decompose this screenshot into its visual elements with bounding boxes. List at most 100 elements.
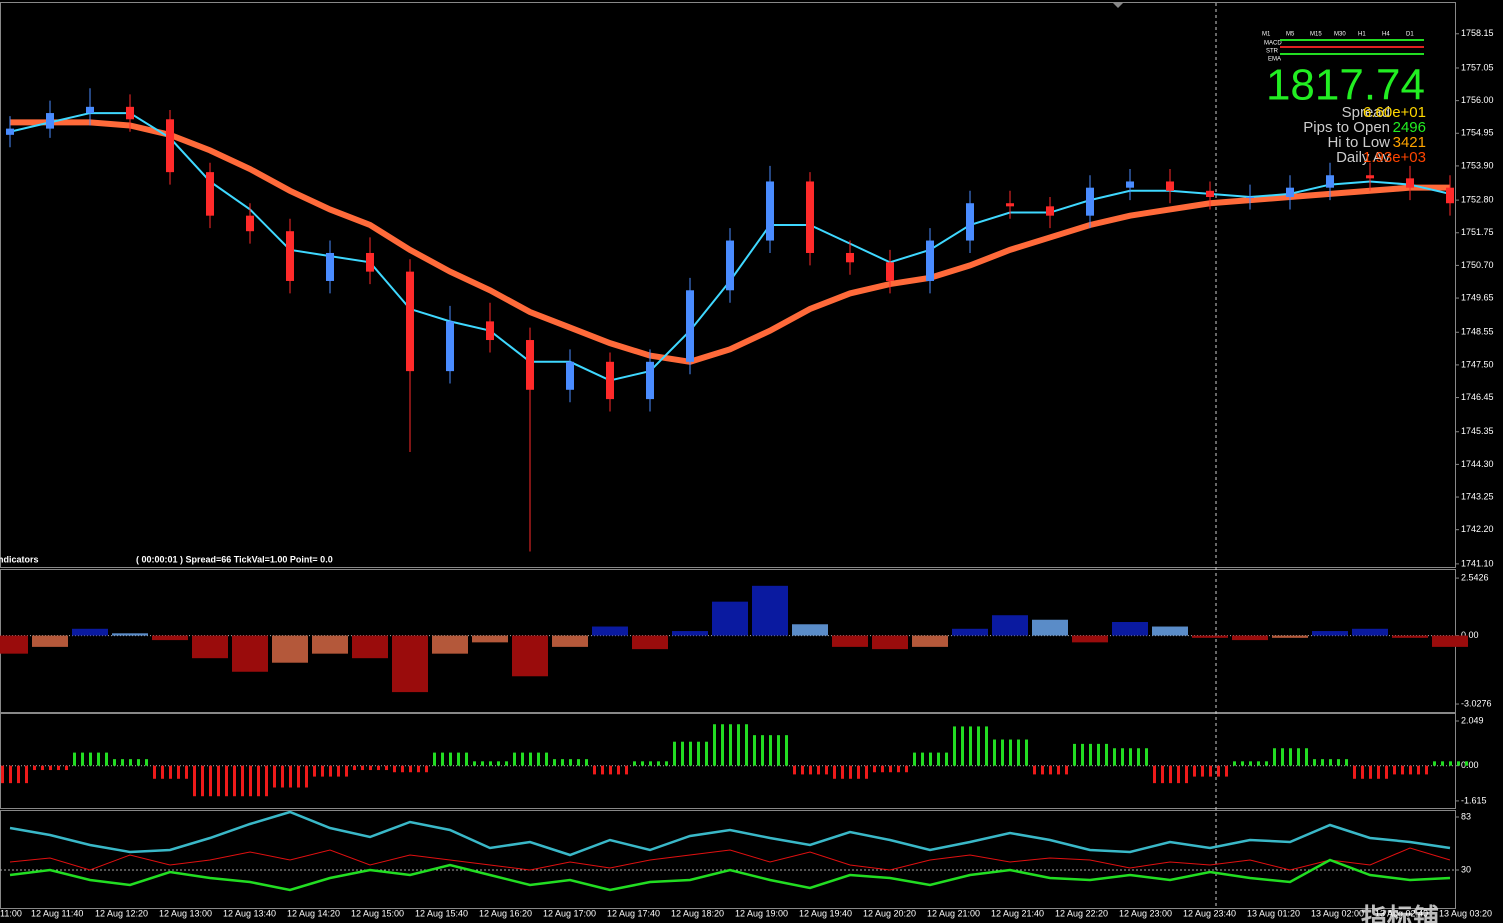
histogram-bar [792, 624, 828, 636]
oscillator-bar [193, 765, 196, 797]
histogram-bar [712, 601, 748, 636]
x-tick-label: 12 Aug 13:40 [223, 908, 276, 918]
oscillator-bar [561, 759, 564, 766]
oscillator-bar [1161, 765, 1164, 784]
oscillator-bar [169, 765, 172, 779]
x-tick-label: 12 Aug 13:00 [159, 908, 212, 918]
y-tick-label: 1758.15 [1461, 28, 1494, 38]
y-tick-label: 1752.80 [1461, 194, 1494, 204]
y-tick-label: 0.00 [1461, 760, 1479, 770]
oscillator-bar [385, 765, 388, 771]
histogram-bar [1432, 635, 1468, 647]
histogram-bar [1232, 635, 1268, 641]
oscillator-bar [601, 765, 604, 775]
histogram-bar [112, 633, 148, 636]
oscillator-bar [473, 761, 476, 766]
oscillator-bar [1321, 759, 1324, 766]
oscillator-bar [25, 765, 28, 784]
oscillator-bar [913, 752, 916, 766]
oscillator-bar [841, 765, 844, 779]
oscillator-bar [1449, 761, 1452, 766]
x-tick-label: 12 Aug 20:20 [863, 908, 916, 918]
oscillator-bar [305, 765, 308, 788]
oscillator-bar [1289, 748, 1292, 766]
candle-body [286, 231, 294, 281]
oscillator-bar [1105, 743, 1108, 766]
histogram-bar [312, 635, 348, 654]
y-tick-label: 1751.75 [1461, 227, 1494, 237]
oscillator-bar [241, 765, 244, 797]
oscillator-bar [1425, 765, 1428, 775]
oscillator-bar [833, 765, 836, 779]
oscillator-bar [1457, 761, 1460, 766]
status-text: ( 00:00:01 ) Spread=66 TickVal=1.00 Poin… [136, 554, 333, 564]
histogram-bar [512, 635, 548, 677]
info-value: 6.60e+01 [1363, 104, 1426, 121]
oscillator-bar [73, 752, 76, 766]
histogram-bar [1152, 626, 1188, 636]
oscillator-bar [1369, 765, 1372, 779]
oscillator-bar [1209, 765, 1212, 777]
oscillator-bar [609, 765, 612, 775]
histogram-bar [192, 635, 228, 659]
oscillator-bar [1401, 765, 1404, 775]
oscillator-bar [1409, 765, 1412, 775]
oscillator-bar [1305, 748, 1308, 766]
oscillator-bar [441, 752, 444, 766]
histogram-bar [592, 626, 628, 636]
x-tick-label: 11:00 [0, 908, 22, 918]
oscillator-bar [89, 752, 92, 766]
oscillator-bar [873, 765, 876, 773]
oscillator-bar [1177, 765, 1180, 784]
oscillator-bar [249, 765, 252, 797]
oscillator-bar [1049, 765, 1052, 775]
oscillator-bar [425, 765, 428, 773]
oscillator-bar [937, 752, 940, 766]
timeframe-label: H1 [1358, 32, 1366, 38]
oscillator-bar [1281, 748, 1284, 766]
oscillator-bar [505, 761, 508, 766]
oscillator-bar [705, 741, 708, 766]
oscillator-bar [41, 765, 44, 771]
oscillator-bar [153, 765, 156, 779]
candle-body [406, 271, 414, 372]
oscillator-bar [977, 726, 980, 766]
oscillator-bar [1217, 765, 1220, 777]
histogram-bar [472, 635, 508, 643]
candle-body [86, 106, 94, 114]
x-tick-label: 12 Aug 19:40 [799, 908, 852, 918]
y-tick-label: 1748.55 [1461, 327, 1494, 337]
y-tick-label: -1.615 [1461, 795, 1487, 805]
x-tick-label: 12 Aug 14:20 [287, 908, 340, 918]
oscillator-line [9, 858, 1451, 892]
oscillator-bar [65, 765, 68, 771]
y-tick-label: 1750.70 [1461, 260, 1494, 270]
oscillator-bar [137, 759, 140, 766]
watermark: 指标铺 [1361, 903, 1439, 923]
oscillator-bar [449, 752, 452, 766]
info-value: 3421 [1393, 134, 1426, 151]
oscillator-bar [361, 765, 364, 771]
candle-body [1166, 181, 1174, 191]
oscillator-bar [569, 759, 572, 766]
candle-body [246, 215, 254, 232]
oscillator-bar [265, 765, 268, 797]
oscillator-bar [761, 735, 764, 766]
histogram-bar [552, 635, 588, 647]
oscillator-bar [1417, 765, 1420, 775]
histogram-bar [272, 635, 308, 663]
oscillator-bar [1273, 748, 1276, 766]
indicator-row-label: STR [1266, 49, 1279, 55]
oscillator-bar [673, 741, 676, 766]
oscillator-bar [433, 752, 436, 766]
oscillator-bar [289, 765, 292, 788]
candle-body [1086, 187, 1094, 216]
histogram-bar [1032, 619, 1068, 636]
oscillator-bar [1129, 748, 1132, 766]
histogram-bar [32, 635, 68, 647]
oscillator-bar [1121, 748, 1124, 766]
oscillator-bar [489, 761, 492, 766]
oscillator-bar [665, 761, 668, 766]
x-tick-label: 12 Aug 19:00 [735, 908, 788, 918]
oscillator-bar [1385, 765, 1388, 779]
